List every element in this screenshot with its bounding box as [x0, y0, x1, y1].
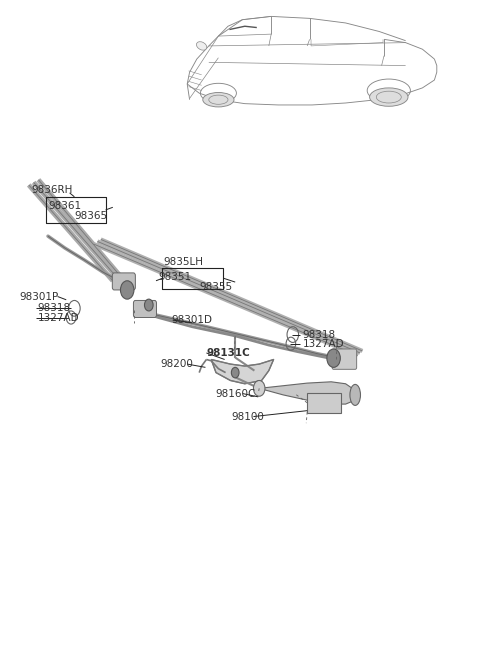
- Ellipse shape: [203, 92, 234, 107]
- Text: 98100: 98100: [231, 411, 264, 422]
- Circle shape: [327, 349, 340, 367]
- Text: 1327AD: 1327AD: [302, 338, 344, 349]
- Text: 98160C: 98160C: [215, 388, 255, 399]
- Polygon shape: [259, 382, 355, 404]
- Ellipse shape: [350, 384, 360, 405]
- Text: 98365: 98365: [74, 211, 108, 222]
- Ellipse shape: [370, 88, 408, 106]
- Circle shape: [231, 367, 239, 378]
- Text: 98355: 98355: [199, 282, 232, 293]
- Circle shape: [144, 299, 153, 311]
- Ellipse shape: [196, 42, 207, 50]
- Circle shape: [253, 380, 265, 396]
- Text: 98301D: 98301D: [172, 315, 213, 325]
- FancyBboxPatch shape: [133, 300, 156, 318]
- Text: 98200: 98200: [161, 359, 193, 369]
- Circle shape: [120, 281, 134, 299]
- Text: 98361: 98361: [48, 201, 81, 211]
- FancyBboxPatch shape: [112, 273, 135, 290]
- Text: 98301P: 98301P: [19, 291, 59, 302]
- FancyBboxPatch shape: [332, 349, 357, 369]
- Text: 1327AD: 1327AD: [37, 313, 79, 323]
- Text: 9835LH: 9835LH: [163, 257, 203, 268]
- FancyBboxPatch shape: [307, 393, 341, 413]
- Polygon shape: [211, 359, 274, 384]
- Text: 98351: 98351: [158, 272, 192, 282]
- Text: 98318: 98318: [302, 329, 336, 340]
- Text: 98318: 98318: [37, 303, 71, 314]
- Text: 9836RH: 9836RH: [31, 185, 72, 195]
- Text: 98131C: 98131C: [206, 348, 250, 358]
